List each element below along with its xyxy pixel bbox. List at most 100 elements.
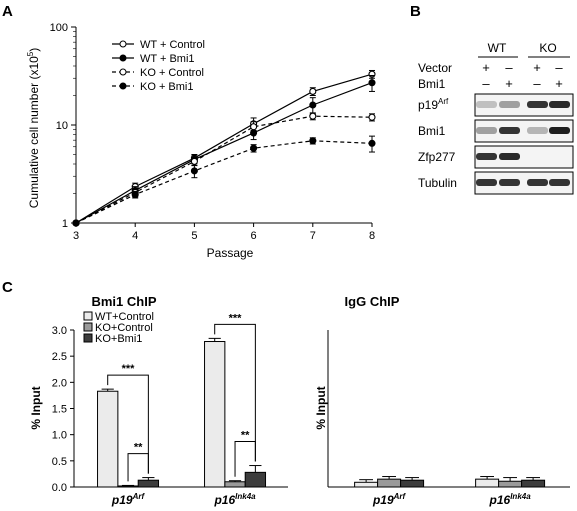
- blot-row-label: p19Arf: [418, 97, 449, 112]
- x-tick-label: 4: [132, 230, 138, 242]
- blot-sign: +: [533, 60, 541, 75]
- data-point: [250, 144, 258, 152]
- y-tick-label: 1.0: [52, 430, 67, 442]
- blot-band: [549, 179, 570, 186]
- y-tick-label: 0.0: [52, 482, 67, 494]
- legend-swatch: [83, 322, 93, 332]
- bar: [244, 471, 267, 488]
- bar: [400, 479, 425, 488]
- category-label: p19Arf: [111, 492, 146, 507]
- x-tick-label: 6: [251, 230, 257, 242]
- x-tick-label: 5: [191, 230, 197, 242]
- data-point: [72, 219, 80, 227]
- blot-band: [549, 101, 570, 108]
- blot-band: [527, 127, 548, 134]
- x-tick-label: 8: [369, 230, 375, 242]
- blot-band: [549, 127, 570, 134]
- significance-label: **: [134, 442, 143, 454]
- legend-marker: [119, 82, 127, 90]
- y-tick-label: 2.0: [52, 377, 67, 389]
- blot-condition-label: Vector: [418, 61, 452, 75]
- data-point: [368, 139, 376, 147]
- legend-swatch: [83, 333, 93, 343]
- blot-band: [499, 179, 520, 186]
- blot-group-label: KO: [539, 41, 556, 55]
- y-tick-label: 100: [50, 22, 68, 34]
- series-line: [75, 140, 373, 224]
- blot-band: [476, 179, 497, 186]
- blot-sign: –: [505, 60, 513, 75]
- bar: [117, 485, 139, 488]
- y-tick-label: 10: [56, 120, 68, 132]
- igg-chip-ylabel: % Input: [314, 386, 328, 429]
- blot-band: [499, 153, 520, 160]
- legend-label: WT+Control: [95, 311, 154, 323]
- legend-label: WT + Control: [140, 39, 205, 51]
- blot-sign: +: [555, 76, 563, 91]
- bar: [224, 481, 246, 488]
- data-point: [368, 113, 376, 121]
- panel-label-c: C: [2, 279, 13, 296]
- series-line: [75, 82, 373, 224]
- series-line: [75, 115, 373, 224]
- blot-strip: [474, 171, 574, 195]
- growth-chart-legend: WT + Control WT + Bmi1 KO + Control KO + Bm…: [112, 39, 205, 93]
- data-point: [131, 191, 139, 199]
- bmi1-chip-title: Bmi1 ChIP: [91, 294, 156, 309]
- legend-label: WT + Bmi1: [140, 53, 195, 65]
- legend-marker: [119, 40, 127, 48]
- significance-bracket: [234, 441, 256, 477]
- blot-band: [499, 127, 520, 134]
- igg-chip-chart: IgG ChIP % Input p19Arf p16Ink4a: [314, 294, 570, 507]
- bar: [137, 479, 160, 488]
- data-point: [368, 79, 376, 87]
- blot-band: [499, 101, 520, 108]
- growth-curve-chart: Passage Cumulative cell number (x105) 3 4…: [26, 22, 376, 260]
- y-tick-label: 1: [62, 218, 68, 230]
- blot-sign: –: [533, 76, 541, 91]
- blot-sign: +: [505, 76, 513, 91]
- significance-bracket: [107, 374, 149, 474]
- igg-chip-title: IgG ChIP: [345, 294, 400, 309]
- blot-band: [476, 153, 497, 160]
- blot-sign: +: [482, 60, 490, 75]
- blot-strip: [474, 119, 574, 143]
- y-tick-label: 0.5: [52, 456, 67, 468]
- blot-band: [527, 179, 548, 186]
- data-point: [309, 112, 317, 120]
- bmi1-chip-ylabel: % Input: [29, 386, 43, 429]
- bar: [475, 478, 500, 488]
- bar: [204, 341, 226, 488]
- blot-group-label: WT: [488, 41, 507, 55]
- blot-condition-label: Bmi1: [418, 77, 446, 91]
- bar: [498, 480, 523, 488]
- data-point: [309, 87, 317, 95]
- y-tick-label: 1.5: [52, 404, 67, 416]
- data-point: [190, 167, 198, 175]
- significance-label: **: [241, 430, 250, 442]
- category-label: p16Ink4a: [213, 492, 256, 507]
- growth-chart-xlabel: Passage: [207, 246, 254, 260]
- panel-label-a: A: [2, 3, 13, 20]
- y-tick-label: 2.5: [52, 351, 67, 363]
- series-line: [75, 73, 373, 224]
- x-tick-label: 3: [73, 230, 79, 242]
- bar: [377, 478, 402, 488]
- legend-label: KO+Control: [95, 322, 153, 334]
- legend-label: KO + Control: [140, 67, 204, 79]
- blot-band: [527, 101, 548, 108]
- growth-chart-ylabel: Cumulative cell number (x105): [26, 48, 41, 209]
- significance-bracket: [127, 453, 149, 482]
- data-point: [309, 101, 317, 109]
- x-tick-label: 7: [310, 230, 316, 242]
- bmi1-chip-chart: Bmi1 ChIP % Input 0.0 0.5 1.0 1.5 2.0 2.5 3.0 p…: [29, 294, 288, 507]
- legend-label: KO+Bmi1: [95, 333, 142, 345]
- blot-strip: [474, 93, 574, 117]
- data-point: [250, 123, 258, 131]
- significance-label: ***: [229, 312, 243, 324]
- category-label: p16Ink4a: [489, 492, 532, 507]
- legend-marker: [119, 54, 127, 62]
- significance-label: ***: [122, 363, 136, 375]
